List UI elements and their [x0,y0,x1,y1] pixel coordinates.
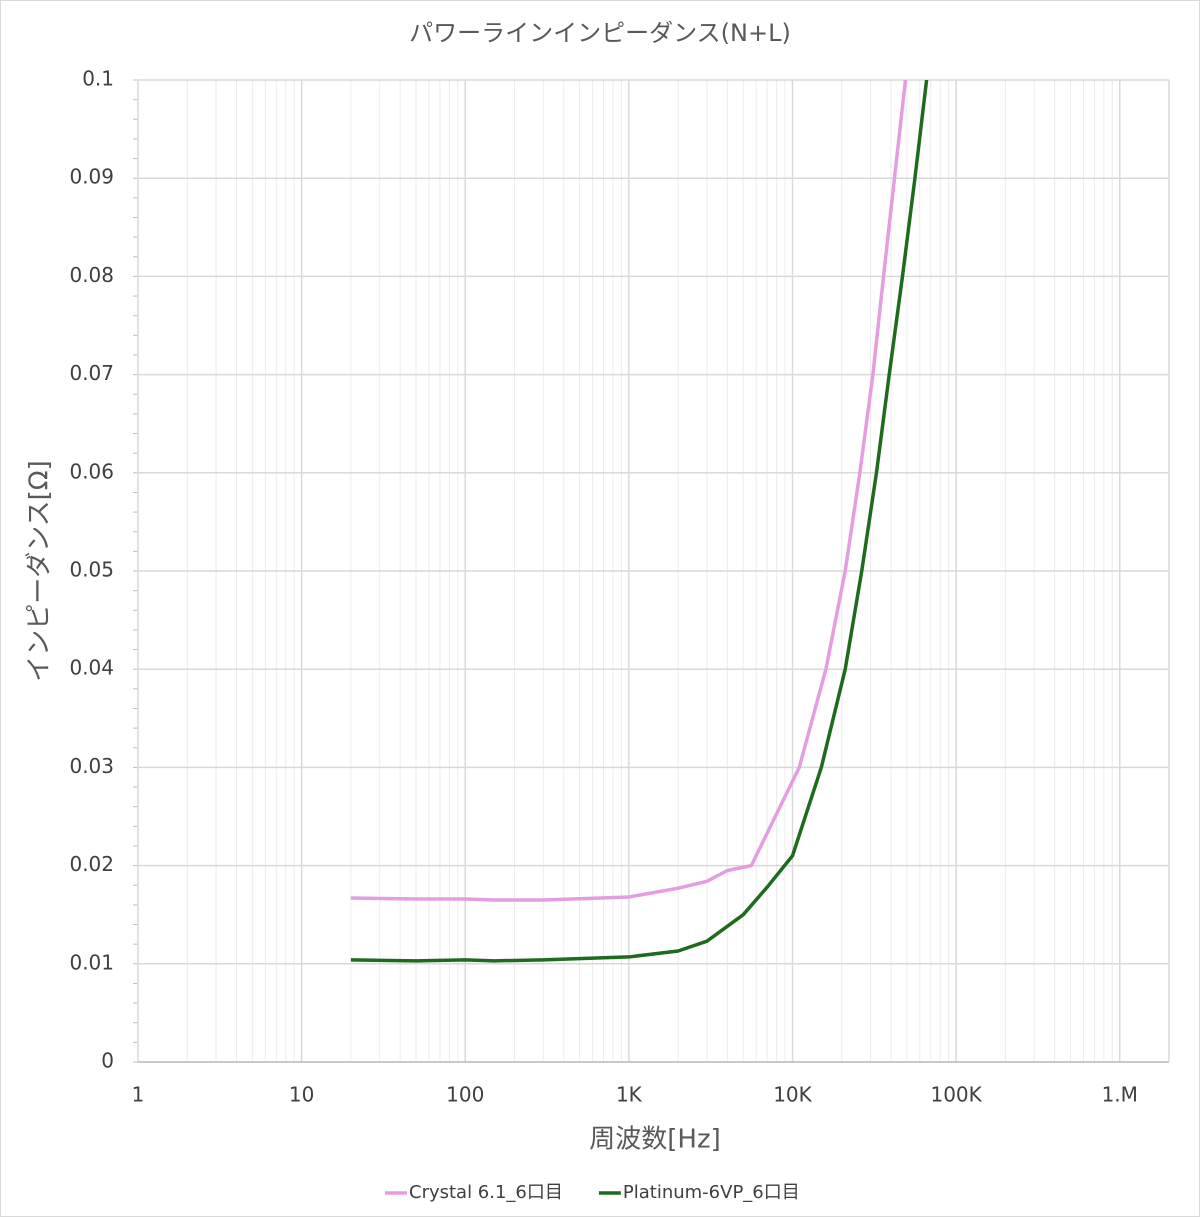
y-tick-label: 0.04 [69,656,114,680]
x-tick-label: 1.M [1102,1083,1138,1107]
x-tick-label: 100K [930,1083,982,1107]
series-line [350,80,929,963]
x-tick-label: 100 [446,1083,484,1107]
y-tick-label: 0.08 [69,263,114,287]
chart-title: パワーラインインピーダンス(N+L) [409,19,791,47]
y-tick-label: 0.03 [69,754,114,778]
y-axis-title: インピーダンス[Ω] [25,460,55,682]
y-tick-label: 0.07 [69,361,114,385]
y-tick-label: 0.1 [82,67,114,91]
x-tick-label: 10 [289,1083,314,1107]
x-tick-label: 10K [773,1083,812,1107]
series-line [350,80,908,902]
y-tick-label: 0.02 [69,852,114,876]
x-axis-title: 周波数[Hz] [589,1125,721,1155]
x-tick-label: 1K [616,1083,643,1107]
legend-label: Crystal 6.1_6口目 [409,1182,563,1203]
y-tick-label: 0.06 [69,459,114,483]
x-tick-label: 1 [132,1083,145,1107]
legend: Crystal 6.1_6口目 Platinum-6VP_6口目 [385,1182,800,1203]
y-tick-label: 0.05 [69,558,114,582]
y-tick-label: 0.09 [69,165,114,189]
y-tick-label: 0.01 [69,950,114,974]
y-tick-label: 0 [101,1049,114,1073]
plot-area [350,80,929,963]
legend-label: Platinum-6VP_6口目 [623,1182,800,1203]
